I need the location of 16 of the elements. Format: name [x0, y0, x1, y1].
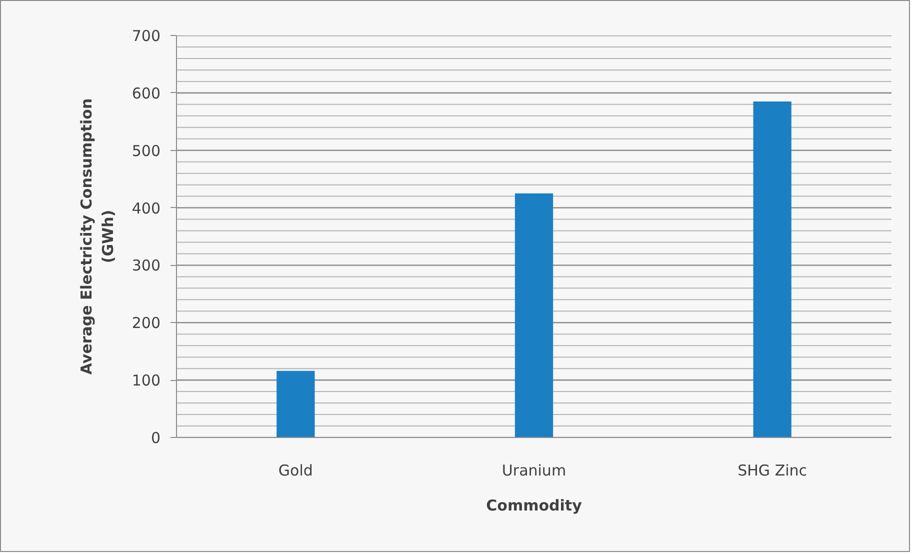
y-tick-label: 700 [132, 27, 161, 45]
y-tick-label: 0 [150, 429, 161, 447]
y-tick-label: 500 [132, 142, 161, 160]
y-tick-label: 100 [132, 372, 161, 390]
y-tick-label: 400 [132, 199, 161, 218]
x-axis-title: Commodity [486, 496, 582, 514]
x-tick-label: Gold [278, 462, 313, 480]
bar [276, 370, 315, 438]
y-tick-label: 200 [132, 314, 161, 332]
y-tick-label: 300 [132, 256, 161, 275]
x-tick-label: SHG Zinc [738, 462, 808, 480]
bar [753, 102, 792, 438]
y-axis-title: Average Electricity Consumption (GWh) [77, 98, 117, 375]
bar [514, 193, 554, 438]
y-tick-label: 600 [132, 84, 161, 102]
x-tick-label: Uranium [502, 462, 566, 480]
